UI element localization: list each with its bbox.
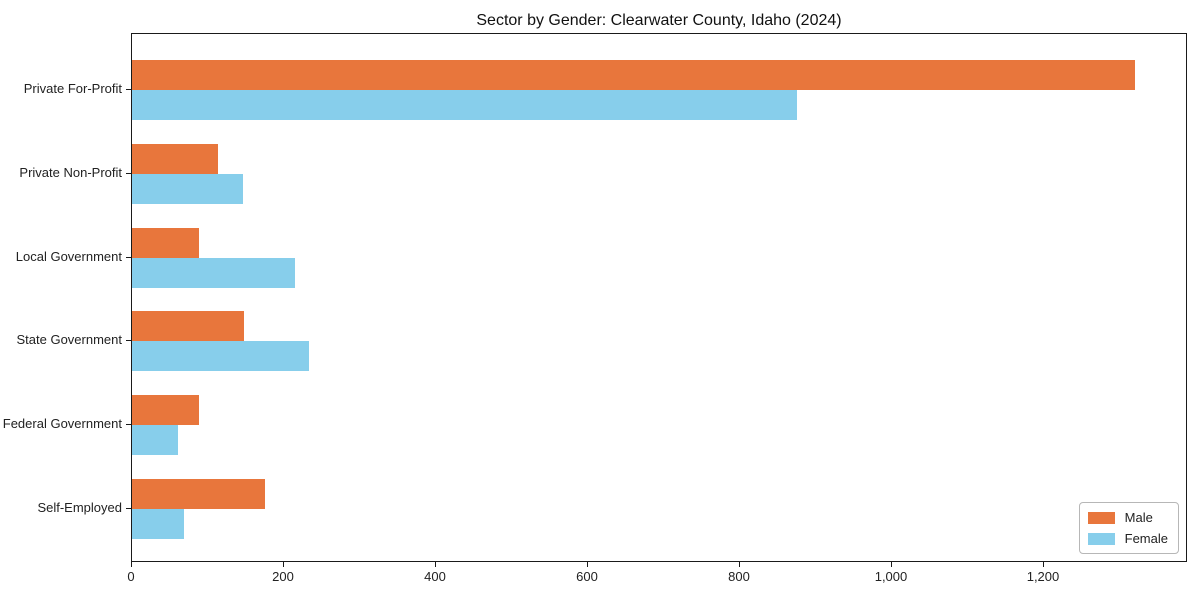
bar-female-4 xyxy=(132,341,309,372)
legend-label: Male xyxy=(1124,510,1153,525)
x-tick xyxy=(1043,562,1044,567)
bar-male-6 xyxy=(132,479,265,509)
y-tick xyxy=(126,340,131,342)
category-label: State Government xyxy=(16,332,123,348)
plot-area xyxy=(131,33,1187,562)
x-tick xyxy=(891,562,892,567)
x-tick-label: 1,200 xyxy=(1026,569,1060,584)
bar-female-6 xyxy=(132,509,184,539)
bar-male-2 xyxy=(132,143,218,174)
bar-female-1 xyxy=(132,90,797,120)
bar-male-1 xyxy=(132,60,1135,90)
category-label: Local Government xyxy=(15,248,122,264)
x-tick-label: 800 xyxy=(728,569,750,584)
legend-entry-female: Female xyxy=(1087,531,1168,546)
bar-male-3 xyxy=(132,227,199,258)
category-label: Federal Government xyxy=(2,416,122,432)
y-tick xyxy=(126,89,131,90)
x-tick-label: 400 xyxy=(424,569,446,584)
bar-female-2 xyxy=(132,173,243,204)
x-tick xyxy=(587,562,588,567)
x-tick xyxy=(435,562,436,567)
y-tick xyxy=(126,424,131,426)
x-tick xyxy=(131,562,132,567)
legend-swatch-female xyxy=(1087,532,1115,545)
legend: Male Female xyxy=(1078,502,1179,554)
y-tick xyxy=(126,256,131,258)
bar-female-3 xyxy=(132,257,295,288)
chart-title: Sector by Gender: Clearwater County, Ida… xyxy=(476,12,842,29)
x-tick-label: 200 xyxy=(272,569,294,584)
bar-female-5 xyxy=(132,425,178,456)
bar-male-4 xyxy=(132,311,244,342)
x-tick-label: 1,000 xyxy=(874,569,908,584)
legend-label: Female xyxy=(1124,531,1168,546)
legend-entry-male: Male xyxy=(1087,510,1168,525)
y-tick xyxy=(126,172,131,174)
category-label: Self-Employed xyxy=(37,500,122,515)
category-label: Private For-Profit xyxy=(23,81,122,96)
x-tick-label: 0 xyxy=(127,569,135,584)
bar-male-5 xyxy=(132,395,199,426)
legend-swatch-male xyxy=(1087,511,1115,524)
x-tick xyxy=(739,562,740,567)
x-tick xyxy=(283,562,284,567)
category-label: Private Non-Profit xyxy=(19,164,122,180)
y-tick xyxy=(126,508,131,509)
x-tick-label: 600 xyxy=(576,569,598,584)
